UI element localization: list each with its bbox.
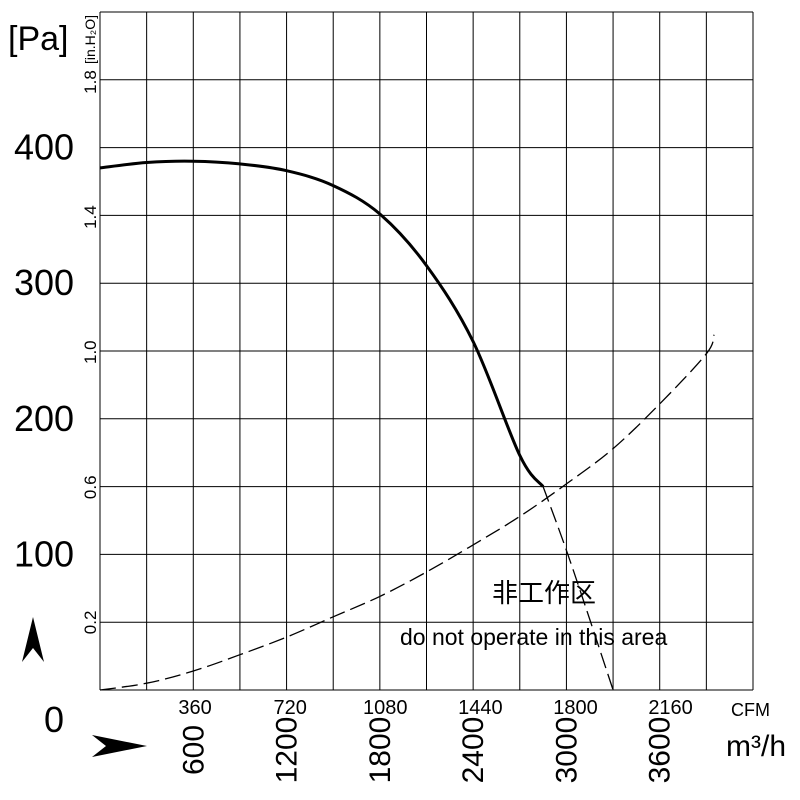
inh2o-tick-label: 1.4 <box>81 205 100 229</box>
y-axis-arrow-icon <box>22 617 44 662</box>
pa-tick-label: 0 <box>44 699 64 740</box>
cfm-tick-label: 1440 <box>458 697 503 719</box>
no-operate-label-en: do not operate in this area <box>400 624 667 650</box>
axis-labels: 0 100 200 300 400 0.2 0.6 1.0 1.4 1.8 360 720 1080 14… <box>14 70 693 783</box>
m3h-tick-label: 3600 <box>644 717 677 784</box>
inh2o-tick-label: 1.8 <box>81 70 100 94</box>
inh2o-tick-label: 1.0 <box>81 340 100 364</box>
pa-tick-label: 400 <box>14 127 74 168</box>
pa-tick-label: 100 <box>14 533 74 574</box>
pa-unit-label: [Pa] <box>8 20 68 58</box>
grid <box>99 11 754 691</box>
curves <box>99 159 715 691</box>
pa-tick-label: 200 <box>14 398 74 439</box>
cfm-tick-label: 1080 <box>363 697 408 719</box>
no-operate-label-cn: 非工作区 <box>492 578 596 608</box>
m3h-tick-label: 3000 <box>550 717 583 784</box>
cfm-tick-label: 360 <box>178 697 211 719</box>
inh2o-tick-label: 0.2 <box>81 611 100 635</box>
cfm-unit-label: CFM <box>731 700 770 720</box>
m3h-tick-label: 600 <box>177 725 210 775</box>
cfm-tick-label: 2160 <box>648 697 693 719</box>
pa-tick-label: 300 <box>14 262 74 303</box>
m3h-tick-label: 2400 <box>457 717 490 784</box>
performance-curve-extension <box>542 486 614 691</box>
m3h-unit-label: m³/h <box>726 730 786 763</box>
x-axis-arrow-icon <box>92 735 147 757</box>
m3h-tick-label: 1200 <box>271 717 304 784</box>
system-resistance-curve <box>99 334 715 691</box>
performance-curve <box>99 159 545 488</box>
m3h-tick-label: 1800 <box>364 717 397 784</box>
cfm-tick-label: 1800 <box>553 697 598 719</box>
inh2o-tick-label: 0.6 <box>81 475 100 499</box>
cfm-tick-label: 720 <box>274 697 307 719</box>
inh2o-unit-label: [in.H₂O] <box>82 15 98 64</box>
